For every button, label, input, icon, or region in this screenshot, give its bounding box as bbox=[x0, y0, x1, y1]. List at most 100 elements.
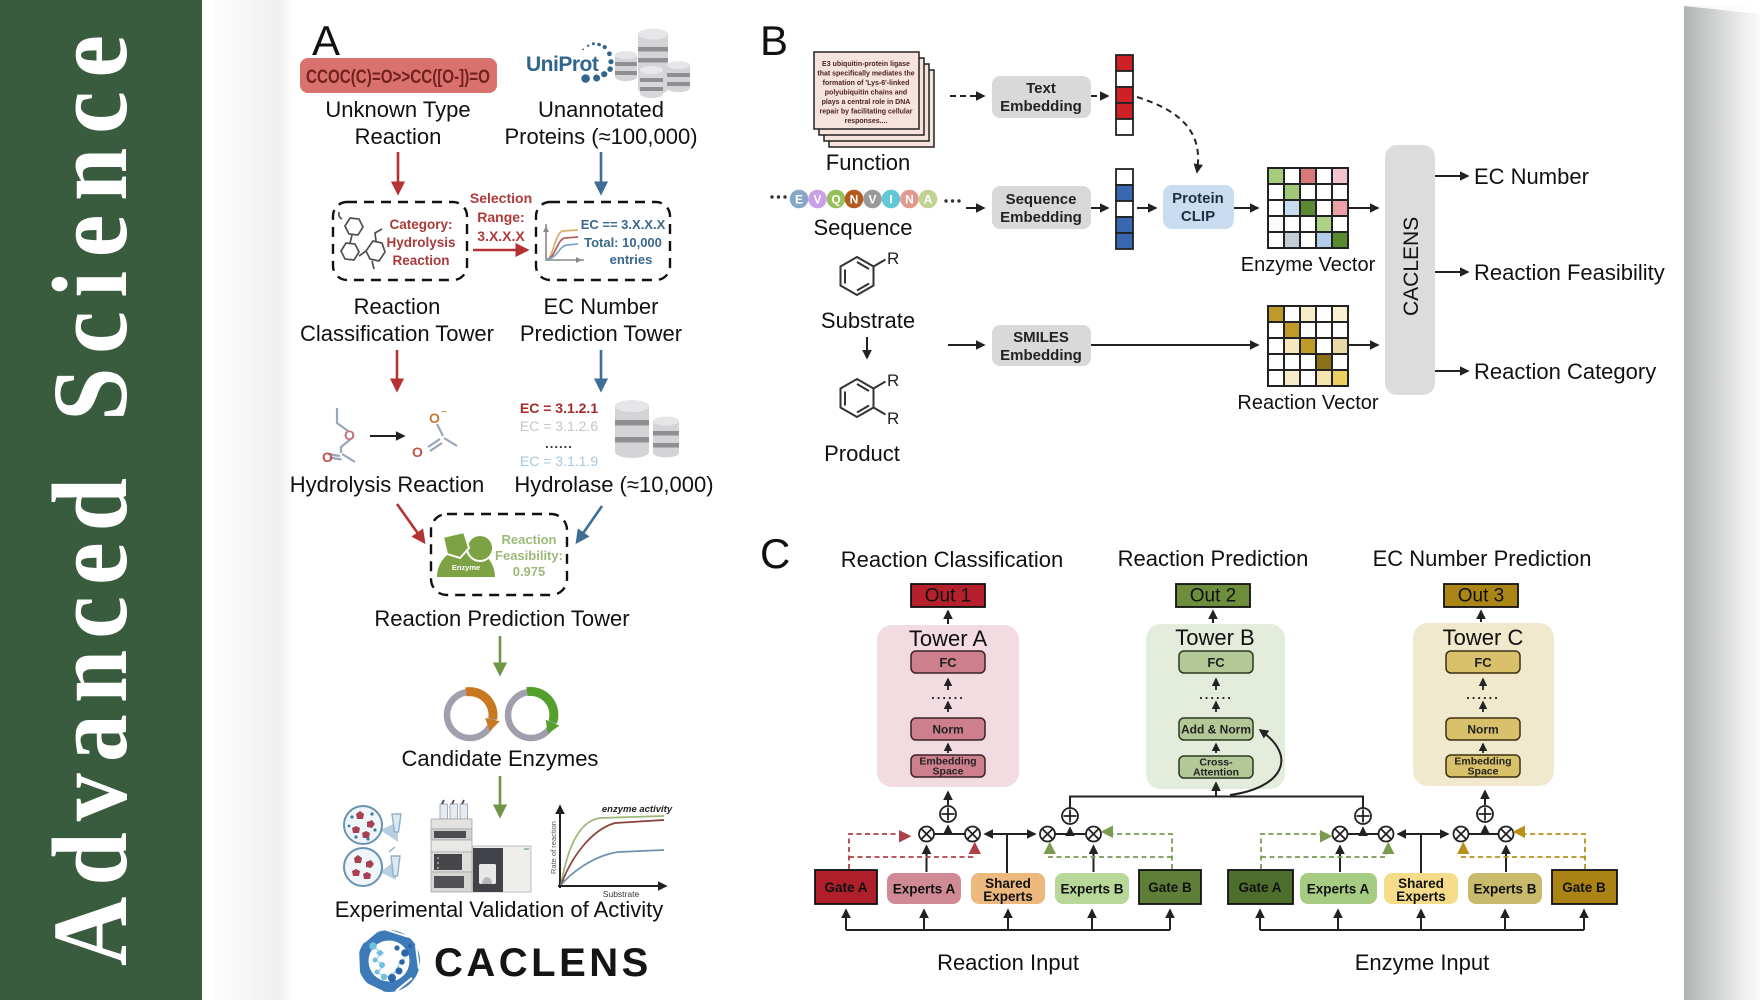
svg-text:N: N bbox=[905, 193, 914, 207]
svg-text:Reaction: Reaction bbox=[502, 532, 557, 547]
svg-text:Tower C: Tower C bbox=[1443, 625, 1524, 650]
svg-text:Attention: Attention bbox=[1193, 767, 1239, 779]
svg-text:Enzyme Input: Enzyme Input bbox=[1355, 950, 1490, 975]
svg-text:Proteins (≈100,000): Proteins (≈100,000) bbox=[504, 124, 697, 149]
svg-text:Classification Tower: Classification Tower bbox=[300, 321, 494, 346]
svg-text:O: O bbox=[412, 444, 423, 460]
svg-text:Reaction: Reaction bbox=[392, 253, 449, 268]
svg-text:EC == 3.X.X.X: EC == 3.X.X.X bbox=[581, 217, 666, 232]
svg-text:Embedding: Embedding bbox=[1000, 98, 1082, 115]
svg-text:plays a central role in DNA: plays a central role in DNA bbox=[822, 99, 911, 106]
svg-text:I: I bbox=[889, 193, 892, 207]
svg-text:Reaction Vector: Reaction Vector bbox=[1237, 392, 1379, 414]
svg-text:Gate A: Gate A bbox=[1238, 880, 1281, 895]
svg-text:Norm: Norm bbox=[932, 723, 963, 737]
svg-text:Q: Q bbox=[831, 193, 840, 207]
svg-text:Shared: Shared bbox=[1398, 876, 1444, 891]
svg-text:Out 1: Out 1 bbox=[925, 586, 971, 607]
svg-text:Experts B: Experts B bbox=[1060, 882, 1123, 897]
svg-text:Range:: Range: bbox=[477, 209, 524, 225]
svg-text:Reaction: Reaction bbox=[354, 294, 441, 319]
svg-text:Embedding: Embedding bbox=[1000, 209, 1082, 226]
svg-text:that specifically mediates the: that specifically mediates the bbox=[817, 71, 914, 78]
svg-text:Sequence: Sequence bbox=[1006, 191, 1077, 208]
svg-text:CACLENS: CACLENS bbox=[434, 941, 652, 985]
svg-text:Space: Space bbox=[933, 766, 964, 778]
svg-text:Reaction Feasibility: Reaction Feasibility bbox=[1474, 260, 1665, 285]
svg-text:Hydrolysis Reaction: Hydrolysis Reaction bbox=[290, 472, 484, 497]
svg-text:E3 ubiquitin-protein ligase: E3 ubiquitin-protein ligase bbox=[822, 61, 910, 68]
svg-text:Add & Norm: Add & Norm bbox=[1181, 723, 1251, 737]
svg-text:E: E bbox=[795, 193, 803, 207]
svg-text:Gate B: Gate B bbox=[1148, 880, 1192, 895]
svg-text:V: V bbox=[868, 193, 876, 207]
svg-text:polyubiquitin chains and: polyubiquitin chains and bbox=[825, 90, 907, 97]
svg-text:Gate A: Gate A bbox=[824, 880, 867, 895]
svg-text:enzyme activity: enzyme activity bbox=[602, 804, 673, 815]
svg-text:......: ...... bbox=[1199, 687, 1233, 702]
svg-text:Gate B: Gate B bbox=[1562, 880, 1606, 895]
svg-text:EC Number: EC Number bbox=[544, 294, 659, 319]
svg-text:O: O bbox=[344, 427, 355, 443]
svg-text:UniProt: UniProt bbox=[526, 53, 599, 76]
svg-text:B: B bbox=[760, 17, 788, 64]
svg-text:CCOC(C)=O>>CC([O-])=O: CCOC(C)=O>>CC([O-])=O bbox=[306, 67, 490, 88]
svg-text:Norm: Norm bbox=[1467, 723, 1498, 737]
svg-text:Reaction: Reaction bbox=[355, 124, 442, 149]
svg-text:Feasibility:: Feasibility: bbox=[495, 548, 563, 563]
svg-text:A: A bbox=[924, 193, 933, 207]
svg-text:......: ...... bbox=[931, 687, 965, 702]
svg-text:responses....: responses.... bbox=[845, 118, 888, 125]
svg-text:Candidate Enzymes: Candidate Enzymes bbox=[402, 746, 599, 771]
svg-text:SMILES: SMILES bbox=[1013, 329, 1069, 346]
svg-text:R: R bbox=[887, 371, 899, 390]
svg-text:Substrate: Substrate bbox=[603, 889, 640, 899]
svg-text:Experts A: Experts A bbox=[1307, 882, 1370, 897]
svg-text:FC: FC bbox=[939, 655, 957, 670]
svg-text:EC = 3.1.2.1: EC = 3.1.2.1 bbox=[520, 400, 598, 416]
svg-text:Product: Product bbox=[824, 441, 900, 466]
svg-text:Prediction Tower: Prediction Tower bbox=[520, 321, 682, 346]
svg-text:R: R bbox=[887, 409, 899, 428]
svg-text:Total: 10,000: Total: 10,000 bbox=[584, 235, 662, 250]
svg-text:Embedding: Embedding bbox=[1000, 347, 1082, 364]
svg-text:A: A bbox=[312, 17, 340, 64]
svg-text:Tower B: Tower B bbox=[1175, 625, 1254, 650]
svg-text:Function: Function bbox=[826, 150, 910, 175]
svg-text:N: N bbox=[850, 193, 859, 207]
svg-text:Text: Text bbox=[1026, 80, 1056, 97]
svg-text:Space: Space bbox=[1468, 766, 1499, 778]
svg-text:Category:: Category: bbox=[389, 217, 452, 232]
svg-text:Hydrolase (≈10,000): Hydrolase (≈10,000) bbox=[514, 472, 713, 497]
svg-text:Experts: Experts bbox=[983, 889, 1033, 904]
svg-text:Reaction Classification: Reaction Classification bbox=[841, 547, 1064, 572]
svg-text:Embedding: Embedding bbox=[1454, 756, 1511, 768]
svg-text:Reaction Input: Reaction Input bbox=[937, 950, 1079, 975]
svg-text:entries: entries bbox=[610, 252, 653, 267]
svg-text:Unknown Type: Unknown Type bbox=[325, 97, 470, 122]
svg-text:FC: FC bbox=[1207, 655, 1225, 670]
svg-text:Experts: Experts bbox=[1396, 889, 1446, 904]
svg-text:CLIP: CLIP bbox=[1181, 208, 1215, 225]
svg-text:FC: FC bbox=[1474, 655, 1492, 670]
svg-text:Selection: Selection bbox=[470, 190, 532, 206]
svg-text:Unannotated: Unannotated bbox=[538, 97, 664, 122]
svg-text:O: O bbox=[322, 449, 333, 465]
svg-text:......: ...... bbox=[545, 436, 573, 451]
svg-text:EC Number Prediction: EC Number Prediction bbox=[1373, 546, 1592, 571]
svg-text:3.X.X.X: 3.X.X.X bbox=[477, 228, 525, 244]
svg-text:C: C bbox=[760, 530, 790, 577]
svg-text:V: V bbox=[813, 193, 821, 207]
svg-text:......: ...... bbox=[1466, 687, 1500, 702]
svg-text:CACLENS: CACLENS bbox=[1400, 217, 1423, 316]
svg-text:Enzyme Vector: Enzyme Vector bbox=[1241, 254, 1376, 276]
svg-text:repair by facilitating cellula: repair by facilitating cellular bbox=[820, 109, 913, 116]
svg-text:Out 3: Out 3 bbox=[1458, 586, 1504, 607]
svg-text:Out 2: Out 2 bbox=[1190, 586, 1236, 607]
svg-text:Reaction Prediction Tower: Reaction Prediction Tower bbox=[374, 606, 629, 631]
svg-text:R: R bbox=[887, 249, 899, 268]
svg-text:Rate of reaction: Rate of reaction bbox=[549, 821, 558, 874]
svg-text:Sequence: Sequence bbox=[813, 215, 912, 240]
svg-text:Cross-: Cross- bbox=[1199, 757, 1233, 769]
svg-text:O: O bbox=[429, 410, 440, 426]
